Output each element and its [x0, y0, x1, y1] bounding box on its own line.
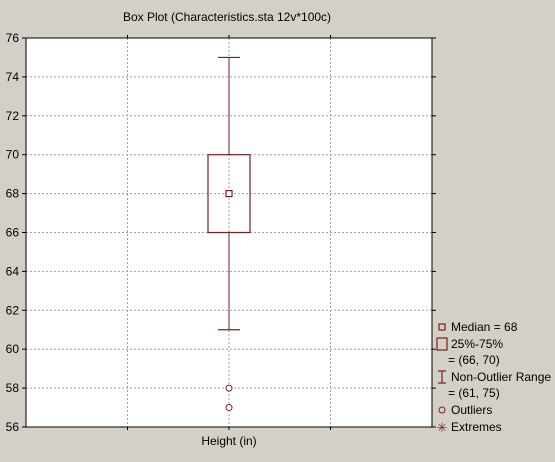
y-tick-label: 70 [6, 148, 20, 162]
legend-label: 25%-75% [451, 337, 503, 351]
y-tick-label: 64 [6, 264, 20, 278]
y-tick-label: 60 [6, 342, 20, 356]
outlier-point [225, 404, 233, 412]
y-tick-label: 76 [6, 31, 20, 45]
legend-sublabel: = (61, 75) [448, 386, 500, 400]
legend-item: 25%-75% = (66, 70) [436, 337, 503, 367]
median-marker [225, 190, 233, 198]
box-series [207, 56, 251, 412]
legend-box-icon [436, 337, 448, 351]
legend-outlier-icon [438, 406, 446, 414]
legend-median-icon [438, 323, 446, 331]
chart-title: Box Plot (Characteristics.sta 12v*100c) [123, 10, 331, 24]
plot-frame [25, 37, 433, 428]
outlier-point [225, 384, 233, 392]
legend-item: ✳ Extremes [437, 420, 502, 435]
iqr-box [207, 154, 251, 234]
legend-item: Median = 68 [438, 320, 518, 334]
plot-layer: 56 58 60 62 64 66 68 70 72 74 76 Height (in) [6, 31, 436, 448]
legend-label: Outliers [451, 403, 492, 417]
legend-item: Outliers [438, 403, 492, 417]
legend: Median = 68 25%-75% = (66, 70) Non-Outlier … [436, 320, 551, 435]
legend-extreme-icon: ✳ [437, 420, 448, 435]
x-tick-label: Height (in) [201, 434, 256, 448]
y-tick-label: 68 [6, 187, 20, 201]
y-tick-label: 66 [6, 226, 20, 240]
legend-item: Non-Outlier Range = (61, 75) [438, 370, 551, 400]
legend-sublabel: = (66, 70) [448, 353, 500, 367]
y-tick-label: 72 [6, 109, 20, 123]
legend-label: Median = 68 [451, 320, 518, 334]
legend-label: Non-Outlier Range [451, 370, 551, 384]
y-tick-label: 74 [6, 70, 20, 84]
y-tick-label: 58 [6, 381, 20, 395]
y-tick-label: 56 [6, 420, 20, 434]
y-tick-label: 62 [6, 303, 20, 317]
legend-label: Extremes [451, 420, 502, 434]
